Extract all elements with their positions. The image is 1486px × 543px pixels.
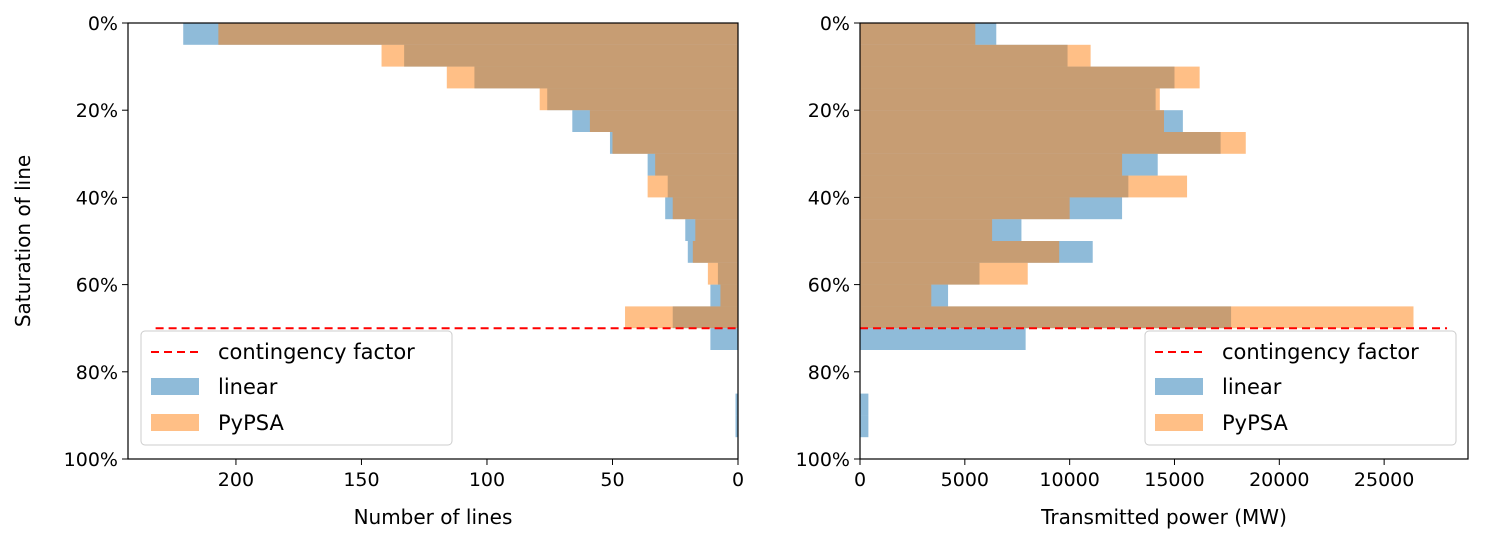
bar-linear-85 [860, 393, 869, 416]
bar-pypsa-45 [860, 219, 993, 241]
y-axis-label: Saturation of line [11, 155, 35, 327]
bar-linear-85 [735, 393, 738, 416]
x-tick-label: 0 [732, 469, 744, 491]
bar-pypsa-55 [707, 262, 738, 285]
x-tick-label: 10000 [1039, 469, 1099, 491]
legend-label-linear: linear [218, 375, 278, 399]
legend: contingency factor linear PyPSA [1144, 330, 1457, 446]
bar-pypsa-40 [672, 197, 738, 220]
bar-pypsa-65 [625, 306, 738, 329]
bar-pypsa-5 [860, 44, 1091, 67]
bar-pypsa-10 [860, 66, 1200, 89]
x-tick-label: 20000 [1249, 469, 1309, 491]
legend-label-pypsa: PyPSA [218, 411, 284, 435]
bar-pypsa-15 [539, 88, 738, 111]
y-tick-label: 0% [820, 13, 850, 35]
y-tick-label: 40% [808, 187, 850, 209]
y-tick-label: 60% [808, 275, 850, 297]
legend-label-contingency: contingency factor [1222, 340, 1419, 364]
x-tick-label: 200 [218, 469, 254, 491]
bar-pypsa-20 [860, 110, 1164, 132]
bar-pypsa-10 [446, 66, 738, 89]
series-pypsa [860, 23, 1414, 329]
x-tick-label: 5000 [941, 469, 989, 491]
legend-swatch-pypsa [151, 414, 199, 431]
y-tick-label: 40% [76, 187, 118, 209]
x-axis-label: Number of lines [354, 505, 513, 529]
bar-linear-70 [710, 328, 738, 350]
legend-box [1144, 330, 1457, 446]
bar-pypsa-0 [218, 23, 739, 45]
bar-pypsa-25 [860, 132, 1246, 154]
bar-pypsa-40 [860, 197, 1070, 220]
y-tick-label: 0% [88, 13, 118, 35]
legend-label-pypsa: PyPSA [1222, 411, 1288, 435]
x-axis-label: Transmitted power (MW) [1040, 505, 1287, 529]
y-tick-label: 60% [76, 275, 118, 297]
y-tick-label: 20% [808, 100, 850, 122]
chart-saturation-vs-number-of-lines: 200 150 100 50 0 0% 20% 40% 60% 80% 100% Number of … [11, 13, 744, 529]
bar-pypsa-55 [860, 262, 1028, 285]
legend-box [140, 330, 453, 446]
y-tick-label: 80% [76, 362, 118, 384]
legend-swatch-pypsa [1155, 414, 1203, 431]
bar-pypsa-15 [860, 88, 1160, 111]
x-tick-label: 50 [600, 469, 624, 491]
bar-pypsa-45 [695, 219, 738, 241]
bar-pypsa-20 [589, 110, 738, 132]
x-tick-label: 15000 [1144, 469, 1204, 491]
chart-saturation-vs-transmitted-power: 0 5000 10000 15000 20000 25000 0% 20% 40% 60% 80% 1… [796, 13, 1469, 529]
legend-label-contingency: contingency factor [218, 340, 415, 364]
axes-frame [859, 22, 1469, 460]
bar-linear-90 [735, 415, 738, 438]
bar-pypsa-60 [720, 284, 738, 307]
bar-pypsa-35 [647, 175, 738, 198]
y-tick-label: 20% [76, 100, 118, 122]
x-tick-label: 0 [854, 469, 866, 491]
bar-pypsa-30 [860, 153, 1123, 176]
y-tick-label: 100% [64, 449, 118, 471]
axes-frame [127, 22, 739, 460]
x-tick-label: 150 [343, 469, 379, 491]
x-tick-label: 25000 [1354, 469, 1414, 491]
legend-swatch-linear [151, 378, 199, 395]
bar-pypsa-30 [655, 153, 738, 176]
bar-pypsa-50 [692, 241, 738, 263]
bar-pypsa-25 [612, 132, 738, 154]
bar-pypsa-0 [860, 23, 976, 45]
bar-linear-70 [860, 328, 1026, 350]
bar-pypsa-5 [381, 44, 738, 67]
y-tick-label: 80% [808, 362, 850, 384]
bar-pypsa-50 [860, 241, 1060, 263]
legend-swatch-linear [1155, 378, 1203, 395]
legend: contingency factor linear PyPSA [140, 330, 453, 446]
bar-pypsa-65 [860, 306, 1414, 329]
bar-pypsa-60 [860, 284, 932, 307]
bar-linear-90 [860, 415, 869, 438]
bar-pypsa-35 [860, 175, 1188, 198]
y-tick-label: 100% [796, 449, 850, 471]
series-pypsa [218, 23, 739, 329]
legend-label-linear: linear [1222, 375, 1282, 399]
x-tick-label: 100 [469, 469, 505, 491]
